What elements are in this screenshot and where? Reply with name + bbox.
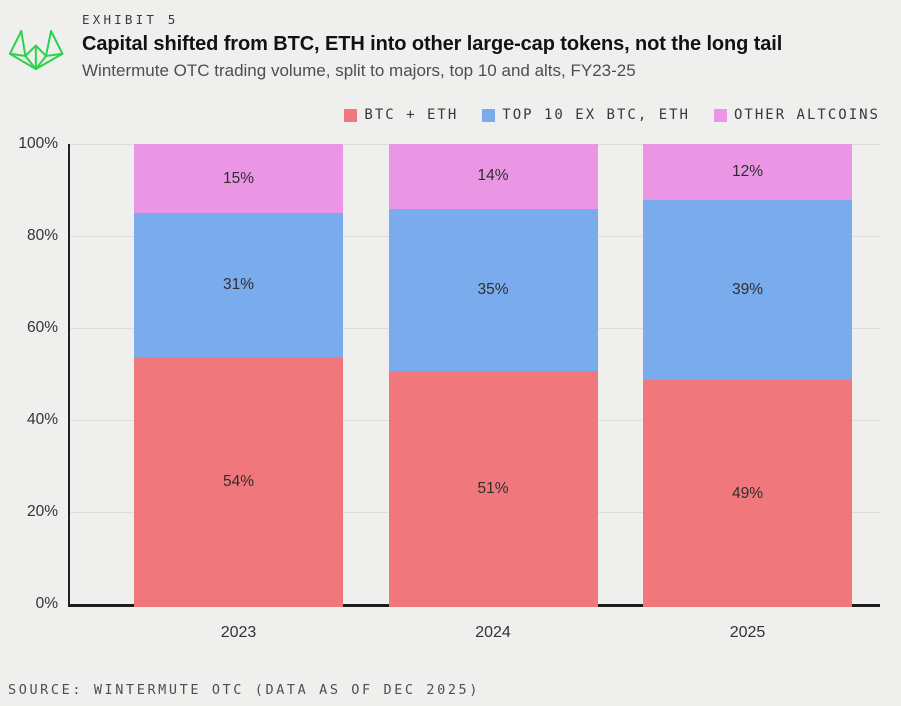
legend-swatch-icon xyxy=(713,108,727,122)
bars-container: 15% 31% 54% 14% 35% 51% 12% 39% 49% xyxy=(68,144,880,607)
bar-segment: 12% xyxy=(643,144,852,200)
bar-column: 15% 31% 54% xyxy=(134,144,343,607)
bar-segment: 51% xyxy=(388,370,598,607)
page-title: Capital shifted from BTC, ETH into other… xyxy=(82,33,783,55)
x-axis-label: 2025 xyxy=(729,624,766,641)
bar-value-label: 54% xyxy=(222,472,255,490)
bar-value-label: 14% xyxy=(477,167,509,185)
legend-item: OTHER ALTCOINS xyxy=(713,107,880,123)
bar-value-label: 51% xyxy=(477,479,509,497)
x-axis-label: 2024 xyxy=(475,624,511,641)
legend-swatch-icon xyxy=(344,108,358,122)
legend: BTC + ETH TOP 10 EX BTC, ETH OTHER ALTCOIN… xyxy=(0,105,880,125)
y-axis-tick-label: 0% xyxy=(35,595,58,612)
bar-segment: 31% xyxy=(134,213,343,357)
bar-value-label: 39% xyxy=(731,280,764,298)
bar-column: 12% 39% 49% xyxy=(643,144,852,607)
bar-segment: 15% xyxy=(134,144,343,214)
y-axis-tick-label: 80% xyxy=(26,227,58,244)
legend-label: TOP 10 EX BTC, ETH xyxy=(502,107,690,123)
bar-value-label: 31% xyxy=(222,276,255,294)
wintermute-logo-icon xyxy=(8,30,64,70)
bar-value-label: 35% xyxy=(477,280,509,298)
y-axis-tick-label: 20% xyxy=(26,503,58,520)
legend-item: BTC + ETH xyxy=(344,107,458,123)
bar-value-label: 49% xyxy=(731,484,764,502)
legend-label: OTHER ALTCOINS xyxy=(733,107,880,123)
x-axis-label: 2023 xyxy=(220,624,257,641)
bar-column: 14% 35% 51% xyxy=(388,144,598,607)
y-axis-tick-label: 40% xyxy=(26,411,58,428)
y-axis-tick-label: 100% xyxy=(18,135,58,152)
legend-label: BTC + ETH xyxy=(364,107,459,123)
plot-wrap: 100% 80% 60% 40% 20% 0% 15% 31% 54% 14% 35% 51% 12%… xyxy=(18,135,880,612)
source-note: SOURCE: WINTERMUTE OTC (DATA AS OF DEC 2… xyxy=(8,682,481,698)
bar-value-label: 15% xyxy=(222,169,255,187)
bar-segment: 49% xyxy=(643,380,852,607)
page-subtitle: Wintermute OTC trading volume, split to … xyxy=(82,61,636,80)
chart-header: EXHIBIT 5 Capital shifted from BTC, ETH … xyxy=(0,0,901,81)
exhibit-label: EXHIBIT 5 xyxy=(82,12,179,27)
bar-value-label: 12% xyxy=(731,162,764,180)
legend-item: TOP 10 EX BTC, ETH xyxy=(482,107,690,123)
x-axis-labels: 2023 2024 2025 xyxy=(68,624,880,642)
bar-segment: 14% xyxy=(388,144,598,209)
bar-segment: 35% xyxy=(388,208,598,371)
bar-segment: 39% xyxy=(643,199,852,381)
bar-segment: 54% xyxy=(134,356,343,607)
legend-swatch-icon xyxy=(482,108,496,122)
y-axis-tick-label: 60% xyxy=(26,319,58,336)
